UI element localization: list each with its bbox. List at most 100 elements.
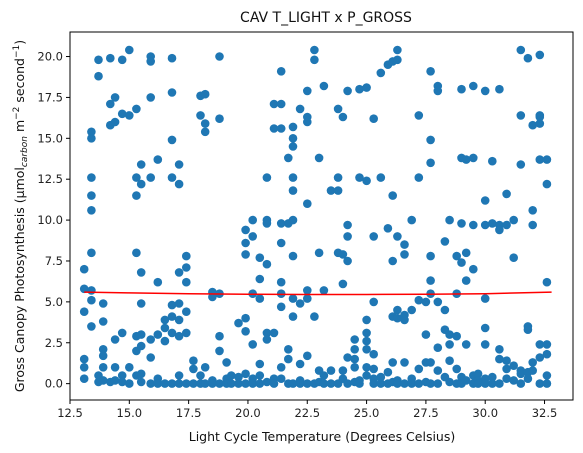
data-point (87, 127, 96, 137)
data-point (262, 259, 272, 269)
data-point (79, 363, 89, 372)
data-point (502, 220, 511, 230)
data-point (433, 379, 443, 388)
data-point (215, 346, 224, 356)
data-point (208, 292, 217, 302)
data-point (469, 153, 478, 163)
data-point (248, 215, 257, 225)
data-point (542, 379, 552, 388)
data-point (284, 354, 293, 364)
points-layer (79, 45, 552, 388)
data-point (542, 340, 552, 349)
data-point (400, 379, 409, 388)
data-point (182, 251, 191, 261)
data-point (343, 232, 352, 241)
data-point (303, 379, 312, 388)
data-point (480, 220, 490, 230)
data-point (276, 124, 286, 133)
data-point (241, 313, 250, 323)
data-point (234, 379, 243, 388)
data-point (461, 376, 471, 385)
data-point (426, 379, 435, 388)
data-point (87, 286, 96, 295)
data-point (146, 353, 155, 362)
data-point (182, 277, 191, 287)
data-point (276, 238, 286, 248)
data-point (182, 307, 191, 317)
data-point (136, 299, 146, 308)
data-point (295, 104, 305, 114)
data-point (310, 55, 319, 65)
data-point (319, 379, 329, 388)
data-point (262, 219, 272, 228)
data-point (94, 71, 103, 81)
data-point (350, 335, 360, 344)
x-tick-label: 30.0 (472, 406, 498, 420)
data-point (79, 284, 89, 294)
data-point (269, 328, 279, 338)
data-point (288, 251, 298, 261)
y-axis-label-main: Gross Canopy Photosynthesis (μmol (12, 167, 27, 392)
data-point (241, 369, 250, 379)
data-point (106, 99, 115, 109)
data-point (255, 359, 265, 369)
data-point (295, 299, 305, 308)
data-point (87, 295, 96, 305)
data-point (362, 315, 371, 325)
data-point (79, 354, 89, 364)
data-point (542, 179, 552, 189)
data-point (528, 120, 537, 130)
y-tick-label: 2.5 (45, 336, 63, 350)
data-point (388, 358, 398, 367)
data-point (535, 50, 545, 60)
data-point (303, 286, 312, 295)
data-point (362, 336, 371, 346)
data-point (383, 224, 393, 233)
data-point (523, 53, 533, 63)
data-point (276, 302, 286, 312)
data-point (310, 45, 319, 55)
y-axis-label-sup1: −2 (12, 107, 22, 120)
data-point (350, 345, 360, 354)
data-point (528, 220, 537, 230)
data-point (136, 268, 146, 277)
data-point (400, 315, 409, 325)
data-point (362, 345, 371, 354)
data-point (516, 160, 526, 169)
data-point (132, 173, 141, 182)
data-point (288, 122, 298, 132)
data-point (98, 351, 108, 361)
data-point (248, 340, 257, 349)
data-point (167, 312, 177, 321)
y-tick-label: 12.5 (37, 172, 63, 186)
data-point (288, 186, 298, 195)
data-point (469, 220, 478, 230)
data-point (542, 277, 552, 287)
data-point (445, 215, 454, 225)
data-point (488, 219, 497, 228)
y-axis-label-sub: carbon (20, 136, 30, 167)
data-point (535, 353, 545, 362)
data-point (136, 341, 146, 351)
data-point (234, 318, 243, 328)
data-point (222, 358, 231, 367)
data-point (369, 379, 379, 388)
data-point (362, 371, 371, 380)
data-point (388, 191, 398, 200)
data-point (153, 379, 163, 388)
y-tick-label: 7.5 (45, 254, 63, 268)
data-point (362, 83, 371, 92)
data-point (303, 351, 312, 361)
data-point (343, 86, 352, 96)
data-point (535, 340, 545, 349)
data-point (167, 135, 177, 145)
data-point (160, 336, 170, 346)
data-point (189, 356, 198, 366)
data-point (393, 313, 402, 323)
data-point (215, 52, 224, 61)
data-point (132, 191, 141, 200)
data-point (167, 328, 177, 338)
data-point (132, 104, 141, 114)
data-point (433, 86, 443, 96)
data-point (146, 93, 155, 102)
